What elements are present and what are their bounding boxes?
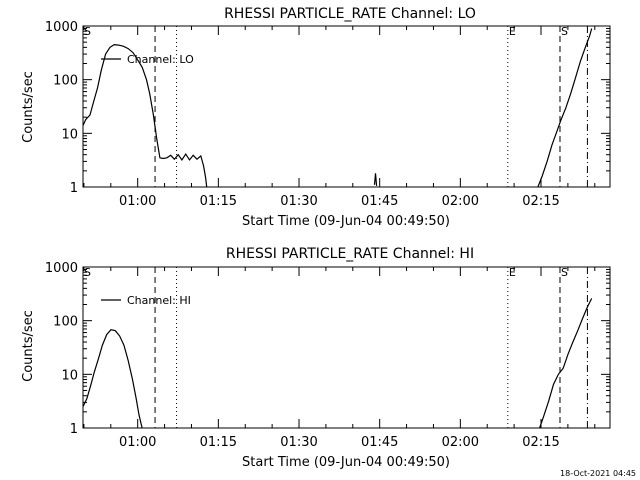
x-tick-label: 02:00 — [442, 194, 479, 209]
series-line — [539, 298, 593, 429]
series-line — [537, 28, 593, 188]
event-marker-label: E — [509, 25, 516, 38]
series-line — [373, 173, 378, 186]
data-marks: S E S Channel: LO — [82, 25, 593, 188]
x-tick-label: 02:15 — [522, 435, 559, 450]
plot-axes: 1 10 100 1000 01:00 01:15 01:30 01:45 02:00 02:15 — [45, 261, 611, 450]
plot-frame — [82, 25, 611, 188]
footer-timestamp: 18-Oct-2021 04:45 — [560, 469, 636, 478]
x-tick-label: 01:30 — [280, 435, 317, 450]
series-line — [82, 43, 208, 188]
event-marker-label: S — [561, 266, 568, 279]
y-tick-label: 1 — [70, 181, 78, 196]
y-tick-label: 10 — [61, 368, 78, 383]
y-tick-label: 100 — [53, 74, 78, 89]
y-axis-label: Counts/sec — [21, 310, 36, 382]
x-axis-label: Start Time (09-Jun-04 00:49:50) — [242, 455, 450, 470]
x-tick-label: 02:00 — [442, 435, 479, 450]
event-marker-label: S — [561, 25, 568, 38]
data-marks: S E S Channel: HI — [82, 266, 593, 429]
event-marker-label: S — [84, 266, 91, 279]
x-tick-label: 01:00 — [119, 194, 156, 209]
plot-frame — [82, 266, 611, 429]
y-tick-label: 1000 — [45, 261, 78, 276]
x-tick-label: 01:15 — [200, 194, 237, 209]
chart-title: RHESSI PARTICLE_RATE Channel: LO — [224, 6, 476, 22]
x-tick-label: 01:45 — [361, 435, 398, 450]
y-tick-label: 1000 — [45, 20, 78, 35]
x-tick-label: 01:45 — [361, 194, 398, 209]
y-tick-label: 10 — [61, 127, 78, 142]
series-line — [82, 329, 143, 429]
x-axis-label: Start Time (09-Jun-04 00:49:50) — [242, 214, 450, 229]
legend-label: Channel: HI — [127, 294, 191, 307]
x-tick-label: 02:15 — [522, 194, 559, 209]
plot-axes: 1 10 100 1000 01:00 01:15 01:30 01:45 02:00 02:15 — [45, 20, 611, 209]
event-marker-label: S — [84, 25, 91, 38]
y-tick-label: 1 — [70, 422, 78, 437]
lo-channel-plot: RHESSI PARTICLE_RATE Channel: LO Counts/… — [21, 6, 611, 229]
y-axis-label: Counts/sec — [21, 71, 36, 143]
y-tick-label: 100 — [53, 315, 78, 330]
hi-channel-plot: RHESSI PARTICLE_RATE Channel: HI Counts/… — [21, 246, 611, 470]
x-tick-label: 01:15 — [200, 435, 237, 450]
x-tick-label: 01:00 — [119, 435, 156, 450]
legend-label: Channel: LO — [127, 53, 194, 66]
chart-title: RHESSI PARTICLE_RATE Channel: HI — [226, 246, 474, 262]
x-tick-label: 01:30 — [280, 194, 317, 209]
event-marker-label: E — [509, 266, 516, 279]
